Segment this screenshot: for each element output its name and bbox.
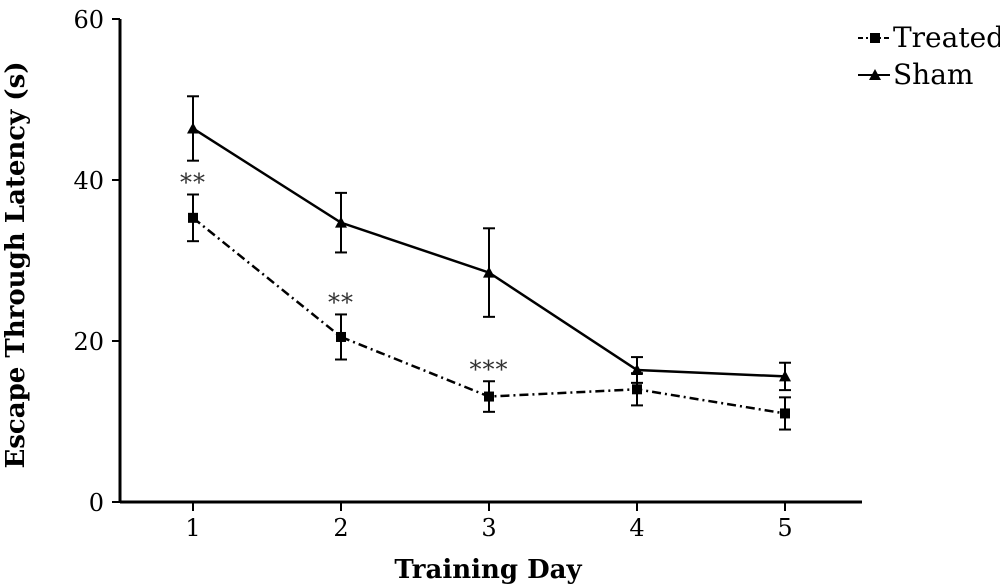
data-point-sham <box>779 370 791 382</box>
x-axis-title: Training Day <box>394 555 582 585</box>
legend-item-sham: Sham <box>858 58 973 91</box>
significance-label: ** <box>180 168 206 196</box>
legend-label-sham: Sham <box>893 58 973 91</box>
axes <box>118 19 862 504</box>
significance-label: *** <box>470 355 509 383</box>
legend-label-treated: Treated <box>893 21 1000 54</box>
legend-marker-sham <box>869 69 881 80</box>
y-axis-title: Escape Through Latency (s) <box>1 61 31 468</box>
y-tick-label: 0 <box>89 489 104 517</box>
data-point-treated <box>484 391 494 402</box>
series-treated <box>187 193 791 431</box>
x-tick-label: 3 <box>481 514 496 542</box>
data-point-sham <box>483 266 495 278</box>
significance-label: ** <box>328 288 354 316</box>
legend-marker-treated <box>870 33 880 43</box>
x-tick-label: 1 <box>185 514 200 542</box>
y-ticks: 0 20 40 60 <box>73 6 120 517</box>
data-point-sham <box>187 122 199 134</box>
x-tick-label: 4 <box>629 514 644 542</box>
legend: Treated Sham <box>858 21 1000 91</box>
legend-item-treated: Treated <box>858 21 1000 54</box>
y-tick-label: 20 <box>73 328 104 356</box>
data-point-treated <box>188 212 198 223</box>
series-sham <box>187 95 791 392</box>
y-tick-label: 60 <box>73 6 104 34</box>
data-point-sham <box>335 216 347 228</box>
data-point-treated <box>632 384 642 395</box>
x-tick-label: 5 <box>777 514 792 542</box>
data-point-treated <box>780 408 790 419</box>
data-point-sham <box>631 363 643 375</box>
x-tick-label: 2 <box>333 514 348 542</box>
data-point-treated <box>336 331 346 342</box>
x-ticks: 1 2 3 4 5 <box>185 502 793 542</box>
y-tick-label: 40 <box>73 167 104 195</box>
series-layer <box>187 95 791 431</box>
significance-annotations: ******* <box>180 168 509 383</box>
